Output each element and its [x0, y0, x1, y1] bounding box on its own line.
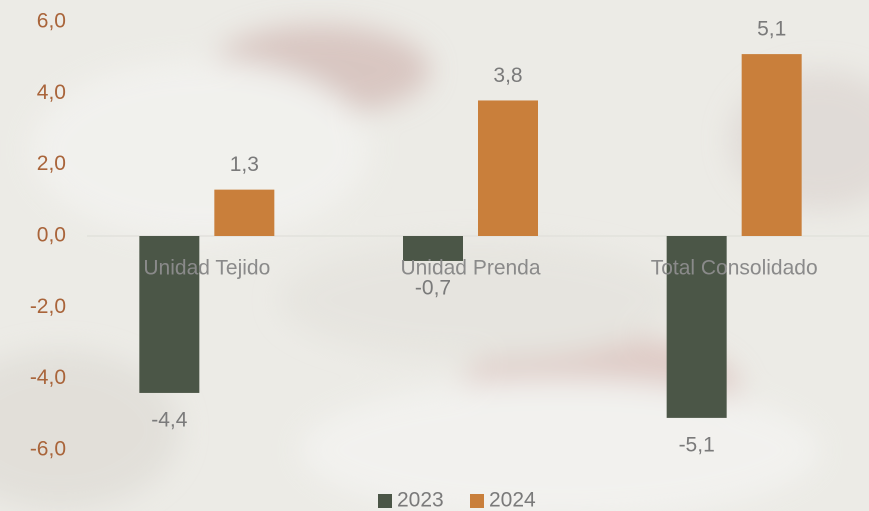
y-tick-label: -4,0: [30, 366, 66, 389]
y-tick-label: 2,0: [37, 152, 66, 175]
y-tick-label: 6,0: [37, 10, 66, 33]
legend-swatch: [470, 494, 484, 508]
x-tick-label: Unidad Tejido: [143, 257, 270, 280]
value-label: -5,1: [679, 433, 715, 456]
bar: [403, 236, 463, 261]
value-label: -0,7: [415, 277, 451, 300]
legend: 2023 2024: [378, 489, 536, 511]
y-tick-label: -6,0: [30, 438, 66, 461]
bar: [139, 236, 200, 393]
legend-swatch: [378, 494, 392, 508]
bar: [741, 54, 802, 236]
legend-label: 2023: [397, 489, 444, 511]
y-tick-label: 4,0: [37, 81, 66, 104]
value-label: 3,8: [493, 64, 522, 87]
legend-label: 2024: [489, 489, 536, 511]
plot-area: -6,0 -4,0 -2,0 0,0 2,0 4,0 6,0 -4,4 -0,7 -5,1 1,3 3…: [30, 10, 869, 511]
x-tick-label: Total Consolidado: [651, 257, 818, 280]
y-tick-label: 0,0: [37, 224, 66, 247]
bar: [666, 236, 727, 418]
value-label: 5,1: [757, 18, 786, 41]
bar: [214, 189, 275, 236]
value-label: -4,4: [151, 408, 188, 431]
y-tick-label: -2,0: [30, 295, 66, 318]
bar: [478, 100, 538, 236]
x-tick-label: Unidad Prenda: [400, 257, 540, 280]
value-label: 1,3: [230, 153, 259, 176]
